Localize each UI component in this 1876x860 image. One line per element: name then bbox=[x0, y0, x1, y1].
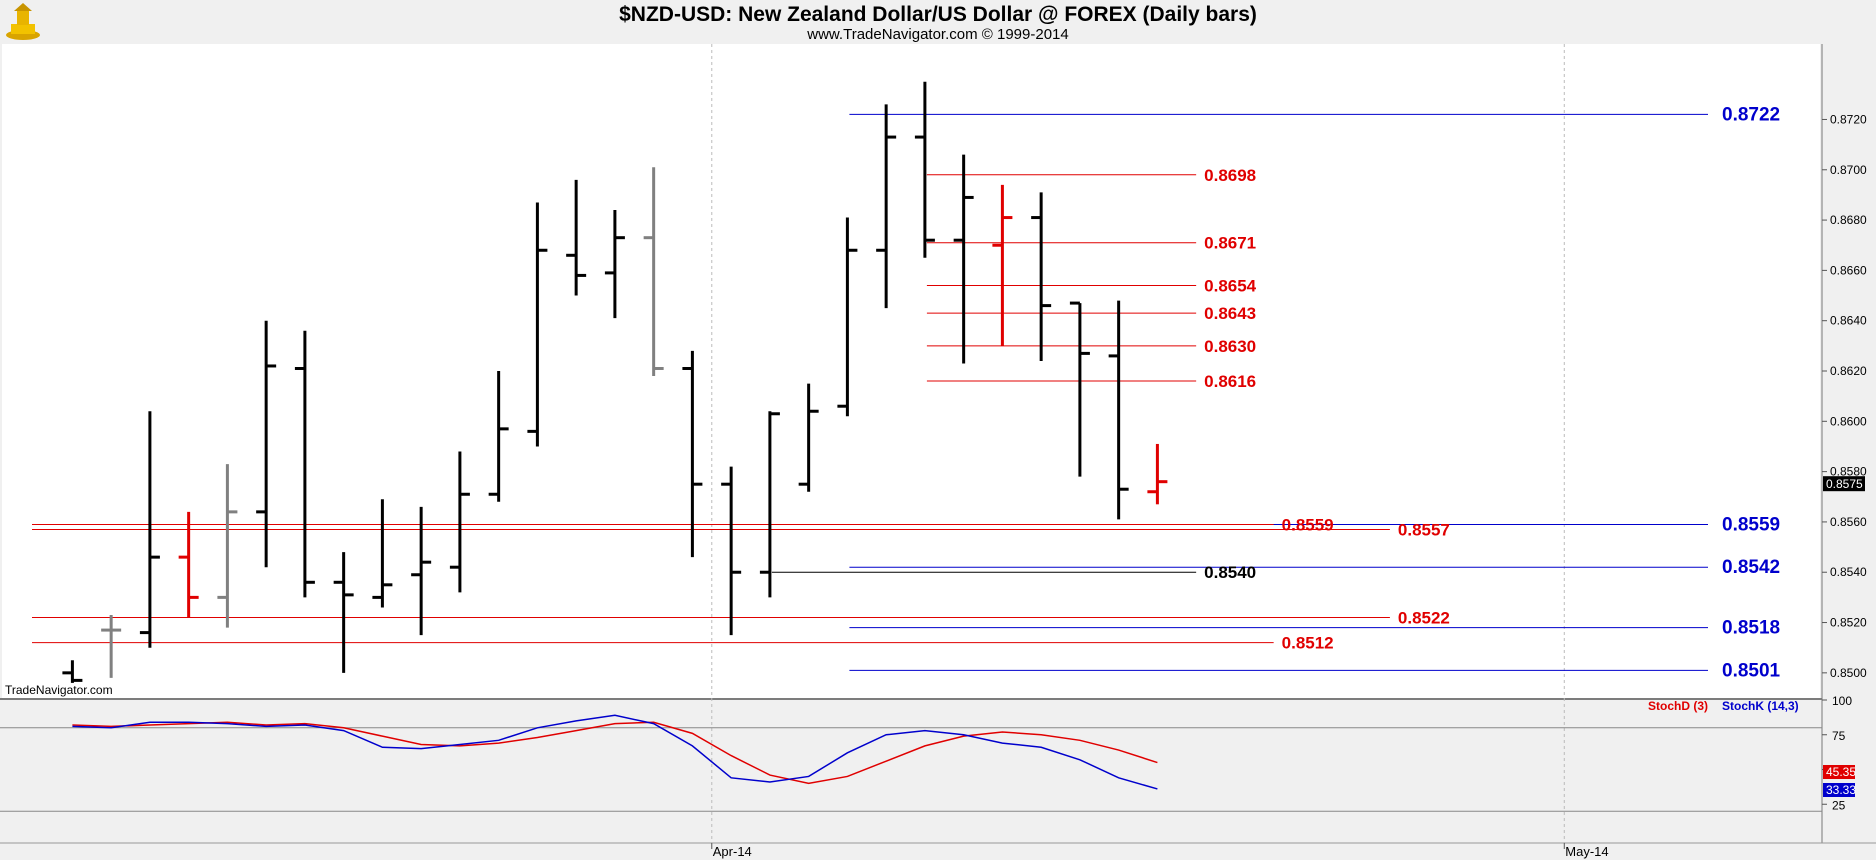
stoch-tick-label: 100 bbox=[1832, 694, 1852, 708]
ohlc-bar bbox=[876, 104, 897, 309]
x-axis: Apr-14 May-14 bbox=[711, 843, 1609, 859]
ohlc-bar bbox=[682, 350, 703, 558]
level-label: 0.8518 bbox=[1722, 618, 1780, 639]
last-price-box bbox=[1823, 476, 1865, 492]
y-tick-label: 0.8580 bbox=[1830, 465, 1867, 479]
ohlc-bar bbox=[721, 466, 742, 636]
level-label: 0.8698 bbox=[1204, 166, 1256, 185]
ohlc-bar bbox=[953, 154, 974, 364]
level-label: 0.8540 bbox=[1204, 563, 1256, 582]
level-label: 0.8630 bbox=[1204, 337, 1256, 356]
stoch-last-value: 45.35 bbox=[1826, 765, 1856, 779]
ohlc-bar bbox=[449, 451, 470, 593]
price-axis: 0.8500 0.8520 0.8540 0.8560 0.8580 0.8600 0.86… bbox=[1822, 112, 1867, 680]
ohlc-bar bbox=[992, 184, 1013, 346]
ohlc-bar bbox=[62, 660, 83, 683]
x-tick-label: Apr-14 bbox=[713, 844, 752, 859]
level-label: 0.8512 bbox=[1282, 634, 1334, 653]
ohlc-bar bbox=[256, 320, 277, 568]
ohlc-bar bbox=[333, 552, 354, 673]
stoch-legend-label: StochD (3) bbox=[1648, 699, 1708, 713]
level-label: 0.8643 bbox=[1204, 304, 1256, 323]
level-label: 0.8559 bbox=[1722, 514, 1780, 535]
ohlc-bar bbox=[372, 499, 393, 608]
y-tick-label: 0.8700 bbox=[1830, 163, 1867, 177]
ohlc-bar bbox=[217, 464, 238, 628]
trade-navigator-logo-icon bbox=[6, 3, 40, 40]
ohlc-bar bbox=[1069, 301, 1090, 477]
ohlc-bar bbox=[759, 411, 780, 598]
stoch-line bbox=[72, 714, 1158, 790]
ohlc-bar bbox=[488, 371, 509, 502]
ohlc-bar bbox=[643, 167, 664, 377]
price-levels: 0.8722 0.8698 0.8671 0.8654 0.8643 0.8630 0.86… bbox=[32, 104, 1781, 681]
y-tick-label: 0.8620 bbox=[1830, 364, 1867, 378]
stoch-last-value-box bbox=[1823, 765, 1855, 779]
level-label: 0.8542 bbox=[1722, 557, 1780, 578]
ohlc-bar bbox=[798, 383, 819, 492]
y-tick-label: 0.8640 bbox=[1830, 314, 1867, 328]
chart-header: $NZD-USD: New Zealand Dollar/US Dollar @… bbox=[0, 0, 1876, 44]
y-tick-label: 0.8560 bbox=[1830, 515, 1867, 529]
ohlc-bar bbox=[178, 511, 199, 618]
ohlc-bar bbox=[101, 614, 122, 678]
ohlc-bar bbox=[604, 210, 625, 319]
ohlc-bar bbox=[294, 330, 315, 598]
level-label: 0.8722 bbox=[1722, 104, 1780, 125]
ohlc-bar bbox=[914, 81, 935, 258]
ohlc-bar bbox=[527, 202, 548, 447]
stoch-last-value-box bbox=[1823, 783, 1855, 797]
stoch-legend-label: StochK (14,3) bbox=[1722, 699, 1799, 713]
y-tick-label: 0.8720 bbox=[1830, 112, 1867, 126]
level-label: 0.8522 bbox=[1398, 609, 1450, 628]
price-pane-background bbox=[2, 44, 1820, 698]
watermark: TradeNavigator.com bbox=[5, 683, 113, 697]
level-label: 0.8671 bbox=[1204, 234, 1256, 253]
price-bars bbox=[62, 81, 1168, 683]
x-tick-label: May-14 bbox=[1565, 844, 1608, 859]
ohlc-bar bbox=[1108, 300, 1129, 520]
ohlc-bar bbox=[566, 179, 587, 296]
ohlc-bar bbox=[139, 411, 160, 648]
y-tick-label: 0.8660 bbox=[1830, 263, 1867, 277]
y-tick-label: 0.8520 bbox=[1830, 616, 1867, 630]
ohlc-bar bbox=[1147, 443, 1168, 505]
level-label: 0.8557 bbox=[1398, 520, 1450, 539]
stoch-grid bbox=[0, 727, 1822, 812]
level-label: 0.8559 bbox=[1282, 515, 1334, 534]
ohlc-bar bbox=[837, 217, 858, 417]
stoch-line bbox=[72, 721, 1158, 785]
y-tick-label: 0.8600 bbox=[1830, 414, 1867, 428]
level-label: 0.8616 bbox=[1204, 372, 1256, 391]
last-price-label: 0.8575 bbox=[1826, 477, 1863, 491]
stoch-last-value: 33.33 bbox=[1826, 783, 1856, 797]
level-label: 0.8501 bbox=[1722, 660, 1781, 681]
y-tick-label: 0.8540 bbox=[1830, 565, 1867, 579]
stoch-tick-label: 75 bbox=[1832, 729, 1846, 743]
ohlc-bar bbox=[1031, 192, 1052, 361]
ohlc-bar bbox=[411, 506, 432, 636]
y-tick-label: 0.8680 bbox=[1830, 213, 1867, 227]
stoch-lines: StochD (3) StochK (14,3) bbox=[72, 699, 1799, 790]
chart-title: $NZD-USD: New Zealand Dollar/US Dollar @… bbox=[619, 3, 1257, 26]
chart-subtitle: www.TradeNavigator.com © 1999-2014 bbox=[807, 26, 1069, 43]
stoch-tick-label: 25 bbox=[1832, 798, 1846, 812]
price-grid bbox=[0, 44, 1876, 844]
level-label: 0.8654 bbox=[1204, 276, 1257, 295]
y-tick-label: 0.8500 bbox=[1830, 666, 1867, 680]
